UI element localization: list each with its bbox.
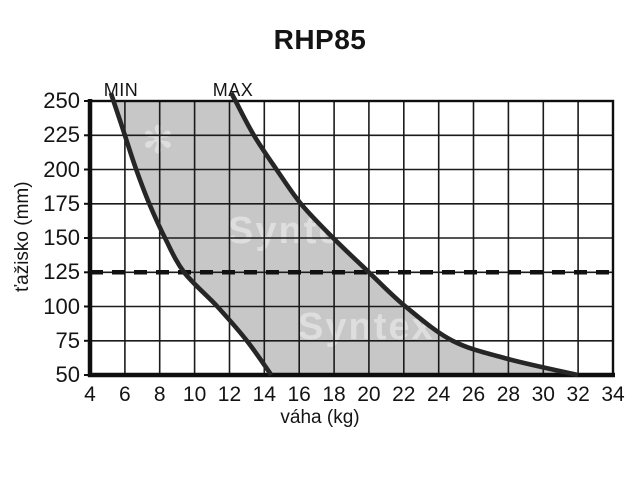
x-tick-label: 12 xyxy=(217,383,242,406)
y-tick-label: 125 xyxy=(43,259,80,285)
x-tick-label: 30 xyxy=(531,383,555,406)
watermark: ✻ xyxy=(484,316,518,358)
watermark: Syntex xyxy=(520,144,640,186)
y-tick-label: 225 xyxy=(43,122,80,148)
chart-title: RHP85 xyxy=(273,24,367,55)
x-tick-label: 24 xyxy=(426,383,451,406)
x-tick-label: 28 xyxy=(496,383,521,406)
y-tick-label: 175 xyxy=(43,190,80,216)
watermark: ✻ xyxy=(142,120,176,162)
max-curve-label: MAX xyxy=(212,80,254,100)
min-curve-label: MIN xyxy=(103,80,139,100)
plot-area: ✻Syntex✻SyntexSyntex✻ xyxy=(84,91,640,378)
x-tick-label: 20 xyxy=(357,383,381,406)
y-tick-label: 200 xyxy=(43,156,80,182)
x-tick-label: 10 xyxy=(182,383,207,406)
x-tick-label: 22 xyxy=(392,383,416,406)
y-tick-label: 100 xyxy=(43,293,80,319)
x-tick-label: 34 xyxy=(601,383,625,406)
x-axis-title: váha (kg) xyxy=(280,407,360,428)
x-tick-label: 18 xyxy=(322,383,346,406)
y-tick-label: 250 xyxy=(43,88,80,113)
x-tick-label: 14 xyxy=(252,383,276,406)
x-tick-label: 8 xyxy=(153,383,166,406)
min-curve xyxy=(108,92,274,377)
y-tick-label: 50 xyxy=(55,362,80,387)
chart-svg: ✻Syntex✻SyntexSyntex✻ xyxy=(84,91,640,378)
y-tick-label: 75 xyxy=(55,327,80,353)
y-tick-label: 150 xyxy=(43,225,80,250)
x-tick-label: 4 xyxy=(84,383,96,406)
max-curve xyxy=(229,91,579,378)
x-tick-label: 32 xyxy=(566,383,590,406)
x-tick-label: 6 xyxy=(119,383,131,406)
x-tick-label: 16 xyxy=(287,383,311,406)
x-tick-label: 26 xyxy=(461,383,486,406)
